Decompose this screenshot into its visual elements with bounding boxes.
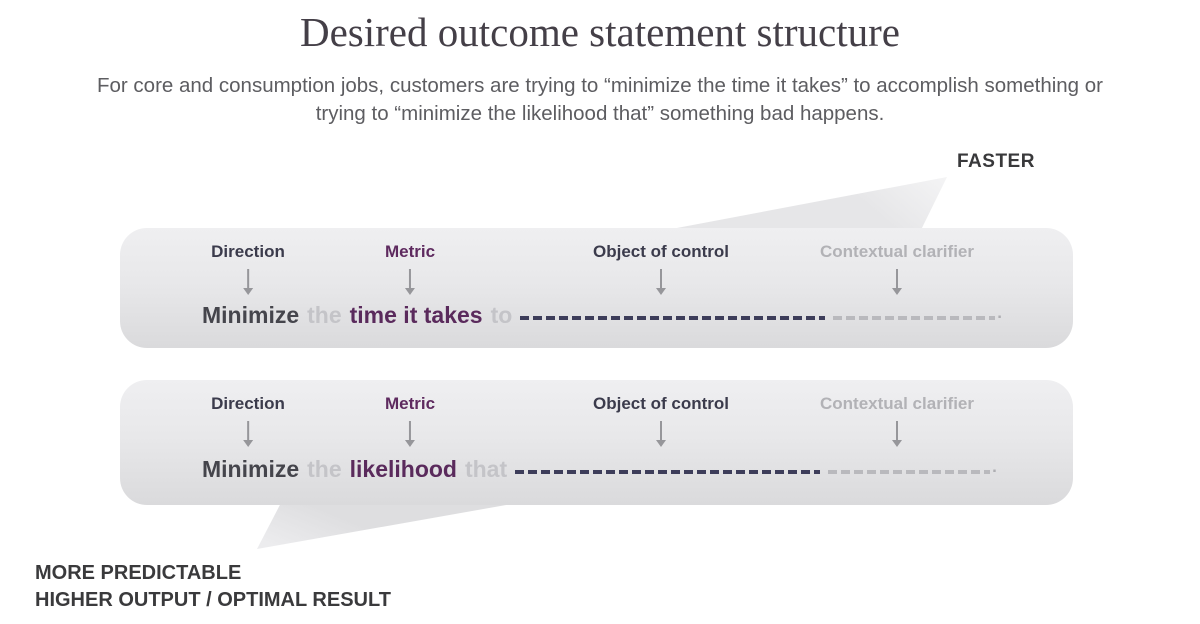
- statement-article: the: [307, 456, 342, 482]
- arrow-down-icon: [242, 421, 254, 447]
- column-label-metric: Metric: [384, 394, 436, 413]
- arrow-down-icon: [655, 269, 667, 295]
- predictable-line-2: HIGHER OUTPUT / OPTIMAL RESULT: [35, 589, 391, 611]
- column-label-metric: Metric: [384, 242, 436, 261]
- column-contextual-clarifier: Contextual clarifier: [820, 394, 974, 447]
- statement-box-likelihood: Direction Metric Object of control Conte…: [120, 380, 1073, 505]
- column-label-object-of-control: Object of control: [593, 242, 729, 261]
- statement-direction: Minimize: [202, 302, 300, 328]
- predictable-line-1: MORE PREDICTABLE: [35, 562, 242, 584]
- statement-connector: that: [464, 456, 508, 482]
- statement-direction: Minimize: [202, 456, 300, 482]
- tail-down-icon: [257, 499, 540, 549]
- tail-up-icon: [645, 177, 947, 234]
- statement-terminator: .: [992, 457, 997, 476]
- column-label-contextual-clarifier: Contextual clarifier: [820, 394, 974, 413]
- column-label-direction: Direction: [211, 242, 285, 261]
- column-direction: Direction: [211, 242, 285, 295]
- object-of-control-blank: [515, 470, 821, 474]
- subtitle-line-1: For core and consumption jobs, customers…: [96, 74, 1104, 97]
- arrow-down-icon: [891, 269, 903, 295]
- contextual-clarifier-blank: [828, 470, 991, 474]
- column-metric: Metric: [385, 242, 435, 295]
- subtitle: For core and consumption jobs, customers…: [0, 72, 1200, 128]
- subtitle-line-2: trying to “minimize the likelihood that”…: [315, 102, 885, 125]
- arrow-down-icon: [655, 421, 667, 447]
- arrow-down-icon: [404, 269, 416, 295]
- column-metric: Metric: [385, 394, 435, 447]
- column-label-object-of-control: Object of control: [593, 394, 729, 413]
- statement-box-time: Direction Metric Object of control Conte…: [120, 228, 1073, 348]
- outcome-statement: Minimize the likelihood that.: [202, 456, 997, 483]
- column-object-of-control: Object of control: [593, 394, 729, 447]
- arrow-down-icon: [891, 421, 903, 447]
- arrow-down-icon: [242, 269, 254, 295]
- column-label-contextual-clarifier: Contextual clarifier: [820, 242, 974, 261]
- callout-more-predictable: MORE PREDICTABLE HIGHER OUTPUT / OPTIMAL…: [35, 560, 391, 614]
- contextual-clarifier-blank: [833, 316, 996, 320]
- statement-article: the: [307, 302, 342, 328]
- object-of-control-blank: [520, 316, 826, 320]
- column-direction: Direction: [211, 394, 285, 447]
- statement-connector: to: [490, 302, 513, 328]
- page-title: Desired outcome statement structure: [300, 9, 900, 55]
- column-label-direction: Direction: [211, 394, 285, 413]
- outcome-statement: Minimize the time it takes to.: [202, 302, 1002, 329]
- callout-faster: FASTER: [957, 151, 1035, 172]
- statement-metric: likelihood: [349, 456, 457, 482]
- column-object-of-control: Object of control: [593, 242, 729, 295]
- column-contextual-clarifier: Contextual clarifier: [820, 242, 974, 295]
- arrow-down-icon: [404, 421, 416, 447]
- statement-metric: time it takes: [349, 302, 483, 328]
- statement-terminator: .: [997, 303, 1003, 322]
